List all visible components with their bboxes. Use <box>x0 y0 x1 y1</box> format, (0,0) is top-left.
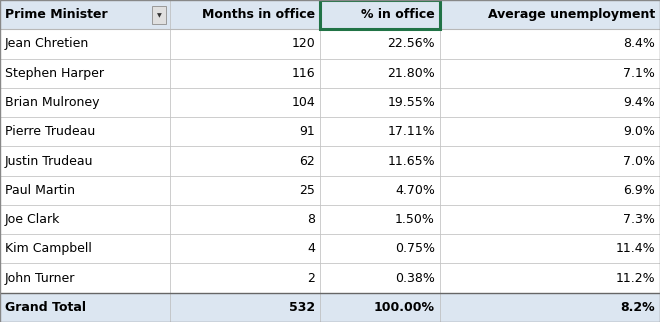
Bar <box>170 29 320 59</box>
Text: 1.50%: 1.50% <box>395 213 435 226</box>
Text: 116: 116 <box>291 67 315 80</box>
Text: Months in office: Months in office <box>202 8 315 21</box>
Bar <box>320 175 440 205</box>
Bar <box>170 147 320 175</box>
Bar <box>0 234 170 263</box>
Bar <box>170 205 320 234</box>
Text: 9.4%: 9.4% <box>623 96 655 109</box>
Bar <box>0 293 170 322</box>
Bar <box>440 88 660 117</box>
Bar <box>0 205 170 234</box>
Bar <box>170 88 320 117</box>
Text: Kim Campbell: Kim Campbell <box>5 242 92 255</box>
Bar <box>320 0 440 29</box>
Bar <box>170 0 320 29</box>
Bar <box>440 59 660 88</box>
Text: 2: 2 <box>307 271 315 285</box>
Bar <box>320 0 440 29</box>
Bar <box>320 147 440 175</box>
Text: Paul Martin: Paul Martin <box>5 184 75 197</box>
Bar <box>170 263 320 293</box>
Bar <box>320 59 440 88</box>
Text: Justin Trudeau: Justin Trudeau <box>5 155 94 167</box>
Bar <box>320 234 440 263</box>
Text: 11.4%: 11.4% <box>615 242 655 255</box>
Text: Average unemployment: Average unemployment <box>488 8 655 21</box>
Bar <box>0 175 170 205</box>
Bar <box>170 234 320 263</box>
Bar <box>170 117 320 147</box>
Bar <box>320 117 440 147</box>
Bar <box>320 293 440 322</box>
Text: 0.75%: 0.75% <box>395 242 435 255</box>
Bar <box>440 175 660 205</box>
Text: 532: 532 <box>289 301 315 314</box>
Text: 4.70%: 4.70% <box>395 184 435 197</box>
Text: Pierre Trudeau: Pierre Trudeau <box>5 125 95 138</box>
Bar <box>320 29 440 59</box>
Bar <box>0 59 170 88</box>
Text: 11.2%: 11.2% <box>615 271 655 285</box>
Bar <box>440 0 660 29</box>
Text: 11.65%: 11.65% <box>387 155 435 167</box>
Bar <box>320 88 440 117</box>
Text: 22.56%: 22.56% <box>387 37 435 51</box>
Text: 8.2%: 8.2% <box>620 301 655 314</box>
Text: 6.9%: 6.9% <box>623 184 655 197</box>
Bar <box>152 6 166 24</box>
Text: 7.3%: 7.3% <box>623 213 655 226</box>
Text: 8: 8 <box>307 213 315 226</box>
Bar <box>440 29 660 59</box>
Bar <box>320 205 440 234</box>
Bar <box>440 205 660 234</box>
Bar <box>0 29 170 59</box>
Text: 104: 104 <box>291 96 315 109</box>
Text: 4: 4 <box>307 242 315 255</box>
Bar <box>320 263 440 293</box>
Bar <box>170 175 320 205</box>
Bar <box>440 263 660 293</box>
Bar <box>440 147 660 175</box>
Text: 7.0%: 7.0% <box>623 155 655 167</box>
Text: 8.4%: 8.4% <box>623 37 655 51</box>
Text: 100.00%: 100.00% <box>374 301 435 314</box>
Bar <box>0 117 170 147</box>
Bar <box>440 293 660 322</box>
Text: Prime Minister: Prime Minister <box>5 8 108 21</box>
Text: 62: 62 <box>299 155 315 167</box>
Text: John Turner: John Turner <box>5 271 75 285</box>
Text: 17.11%: 17.11% <box>387 125 435 138</box>
Text: Stephen Harper: Stephen Harper <box>5 67 104 80</box>
Text: 21.80%: 21.80% <box>387 67 435 80</box>
Bar <box>0 147 170 175</box>
Text: 120: 120 <box>291 37 315 51</box>
Bar <box>0 0 170 29</box>
Bar <box>0 263 170 293</box>
Text: 25: 25 <box>299 184 315 197</box>
Text: % in office: % in office <box>361 8 435 21</box>
Bar <box>170 59 320 88</box>
Bar <box>170 293 320 322</box>
Text: Brian Mulroney: Brian Mulroney <box>5 96 100 109</box>
Text: Grand Total: Grand Total <box>5 301 86 314</box>
Text: 19.55%: 19.55% <box>387 96 435 109</box>
Bar <box>440 117 660 147</box>
Text: ▼: ▼ <box>156 13 162 18</box>
Text: Joe Clark: Joe Clark <box>5 213 60 226</box>
Bar <box>440 234 660 263</box>
Text: Jean Chretien: Jean Chretien <box>5 37 89 51</box>
Text: 7.1%: 7.1% <box>623 67 655 80</box>
Bar <box>0 88 170 117</box>
Text: 91: 91 <box>299 125 315 138</box>
Text: 9.0%: 9.0% <box>623 125 655 138</box>
Text: 0.38%: 0.38% <box>395 271 435 285</box>
